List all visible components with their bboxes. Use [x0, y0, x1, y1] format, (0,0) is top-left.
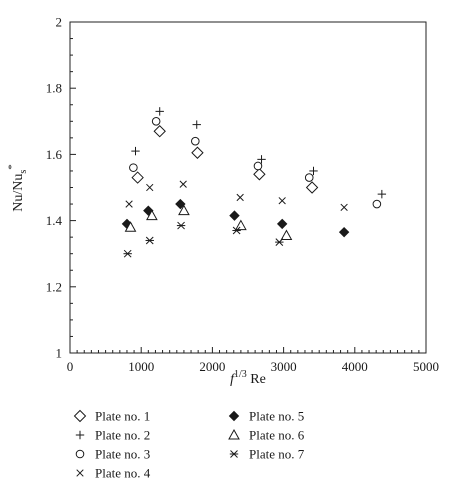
legend-label: Plate no. 3	[95, 447, 150, 462]
x-tick-label: 5000	[413, 359, 439, 374]
data-point-series-3	[129, 163, 138, 172]
data-point-series-2	[377, 189, 387, 199]
legend-label: Plate no. 5	[249, 409, 304, 424]
y-tick-label: 1.2	[46, 279, 62, 294]
y-tick-label: 1.4	[46, 213, 63, 228]
data-point-series-7	[232, 226, 241, 235]
data-point-series-5	[276, 218, 288, 230]
x-tick-label: 1000	[128, 359, 154, 374]
legend-label: Plate no. 6	[249, 428, 305, 443]
data-point-series-5	[175, 198, 186, 210]
data-point-series-3	[304, 173, 314, 182]
legend-label: Plate no. 4	[95, 466, 151, 481]
data-point-series-3	[253, 161, 263, 171]
data-point-series-3	[372, 199, 382, 209]
data-point-series-7	[145, 236, 154, 245]
plot-border	[69, 21, 427, 354]
data-point-series-6	[235, 219, 247, 231]
data-point-series-6	[124, 221, 137, 232]
legend-item: Plate no. 3	[75, 447, 150, 462]
data-point-series-2	[257, 155, 266, 164]
x-tick-label: 3000	[271, 359, 297, 374]
data-point-series-2	[131, 146, 140, 156]
data-point-series-5	[229, 210, 240, 221]
data-point-series-1	[153, 125, 166, 138]
y-tick-label: 1.6	[46, 147, 63, 162]
data-point-series-3	[191, 136, 200, 146]
data-point-series-6	[280, 229, 293, 240]
legend-item: Plate no. 6	[228, 428, 305, 443]
data-point-series-5	[338, 226, 350, 238]
legend-label: Plate no. 2	[95, 428, 150, 443]
data-point-series-4	[236, 193, 244, 202]
data-point-series-1	[191, 146, 204, 159]
data-point-series-7	[275, 238, 284, 246]
x-tick-label: 0	[67, 359, 74, 374]
x-tick-label: 2000	[199, 359, 225, 374]
data-point-series-3	[151, 117, 161, 126]
legend-marker	[75, 430, 85, 440]
y-tick-label: 2	[56, 15, 63, 30]
legend-item: Plate no. 4	[76, 466, 151, 481]
data-points	[121, 107, 387, 258]
x-axis-title: f1/3 Re	[230, 369, 266, 387]
data-point-series-6	[146, 209, 158, 221]
y-tick-label: 1	[56, 346, 63, 361]
y-axis-ticks: 1 1.2 1.4 1.6 1.8 2	[46, 15, 76, 361]
legend-label: Plate no. 7	[249, 447, 305, 462]
data-point-series-1	[131, 171, 144, 184]
data-point-series-1	[305, 181, 319, 194]
legend-marker	[229, 450, 239, 458]
legend: Plate no. 1 Plate no. 2 Plate no. 3 Plate n…	[73, 409, 305, 481]
legend-marker	[76, 469, 84, 477]
plot-frame	[69, 21, 427, 354]
data-point-series-4	[146, 183, 154, 192]
data-point-series-7	[176, 221, 186, 230]
legend-label: Plate no. 1	[95, 409, 150, 424]
data-point-series-4	[340, 203, 348, 212]
x-tick-label: 4000	[342, 359, 368, 374]
y-tick-label: 1.8	[46, 81, 62, 96]
data-point-series-4	[125, 200, 133, 208]
data-point-series-1	[253, 168, 266, 181]
legend-item: Plate no. 5	[228, 409, 304, 424]
legend-item: Plate no. 7	[229, 447, 305, 462]
data-point-series-4	[278, 197, 286, 205]
data-point-series-2	[155, 107, 164, 116]
legend-marker	[75, 449, 85, 459]
legend-item: Plate no. 1	[73, 409, 150, 424]
legend-item: Plate no. 2	[75, 428, 150, 443]
legend-marker	[228, 428, 240, 440]
legend-marker	[228, 410, 240, 422]
x-axis-ticks: 0 1000 2000 3000 4000 5000	[67, 347, 439, 374]
y-axis-title: Nu/Nus*	[6, 164, 29, 212]
legend-marker	[73, 409, 87, 423]
data-point-series-6	[178, 204, 190, 216]
data-point-series-4	[179, 180, 187, 188]
data-point-series-7	[123, 249, 132, 258]
data-point-series-2	[192, 120, 201, 129]
data-point-series-2	[309, 166, 318, 176]
